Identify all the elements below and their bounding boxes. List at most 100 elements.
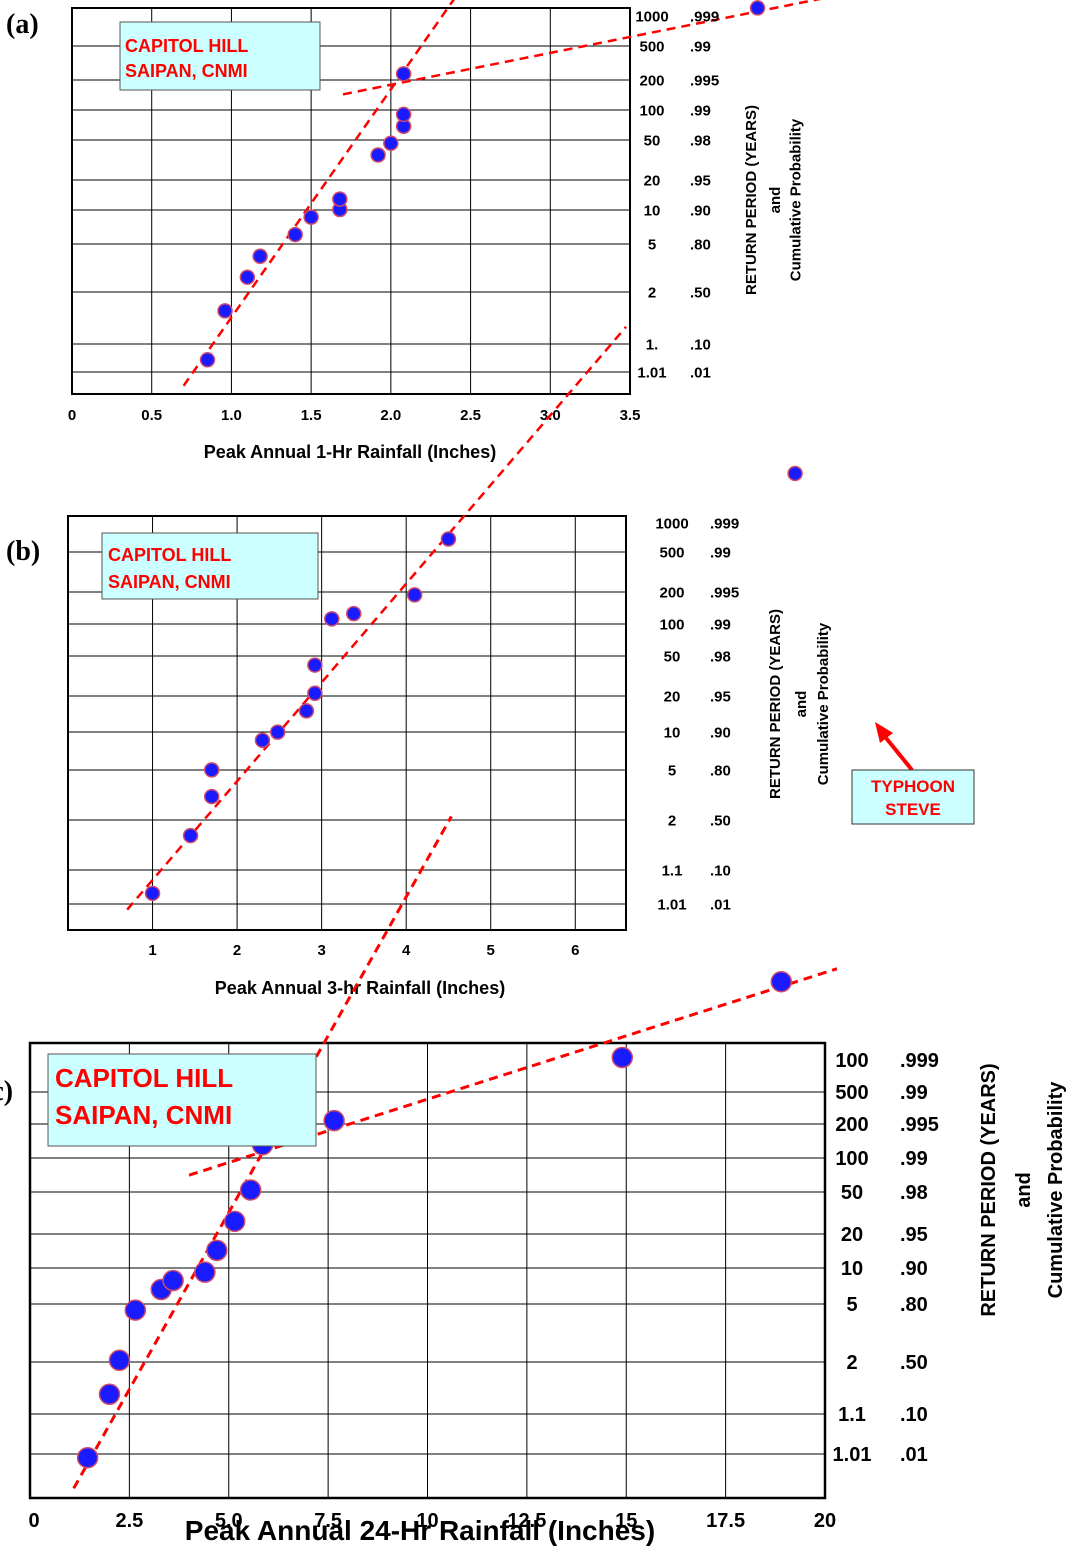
data-point [194, 1261, 216, 1283]
data-point [611, 1046, 634, 1069]
data-point [108, 1349, 131, 1372]
x-tick-label: 12.5 [507, 1510, 546, 1532]
y-tick-period: 2 [846, 1352, 857, 1374]
y-tick-probability: .01 [900, 1444, 928, 1466]
data-point [787, 465, 803, 482]
data-point [203, 762, 220, 778]
x-tick-label: 6 [571, 942, 579, 959]
annotation-line1: TYPHOON [871, 777, 955, 796]
data-point [323, 1109, 345, 1132]
y-tick-probability: .98 [900, 1182, 928, 1204]
data-point [406, 587, 423, 603]
y-tick-probability: .50 [690, 284, 711, 301]
data-point [298, 703, 315, 719]
data-point [162, 1269, 184, 1292]
station-label-box: CAPITOL HILL SAIPAN, CNMI [101, 532, 319, 600]
y-tick-period: 200 [639, 72, 664, 89]
y-tick-period: 50 [841, 1182, 863, 1204]
y-tick-period: 50 [644, 132, 661, 149]
station-label-background [119, 21, 321, 91]
y-tick-probability: .10 [710, 862, 731, 879]
data-point [182, 827, 199, 844]
y-tick-probability: .99 [690, 38, 711, 55]
y-tick-period: 100 [835, 1050, 868, 1072]
y-tick-probability: .98 [710, 648, 731, 665]
data-point [287, 226, 303, 243]
y-tick-probability: .99 [710, 544, 731, 561]
trend-lines [72, 815, 838, 1490]
y-tick-period: 100 [835, 1148, 868, 1170]
data-point [254, 732, 271, 749]
typhoon-steve-annotation: TYPHOON STEVE [851, 722, 975, 825]
station-line2: SAIPAN, CNMI [55, 1100, 232, 1130]
data-point [324, 611, 340, 627]
trend-line [182, 0, 455, 387]
y-tick-probability: .999 [710, 515, 739, 532]
trend-lines [126, 326, 627, 911]
x-tick-label: 2.5 [115, 1510, 143, 1532]
y-tick-probability: .80 [900, 1294, 928, 1316]
y-axis-title: RETURN PERIOD (YEARS) and Cumulative Pro… [978, 1063, 1067, 1316]
y-tick-period: 5 [846, 1294, 857, 1316]
x-tick-label: 17.5 [706, 1510, 745, 1532]
y-tick-labels: 1000 .999 500 .99 200 .995 100 .99 50 .98 20 .95 10.… [635, 8, 719, 381]
y-tick-period: 200 [835, 1114, 868, 1136]
data-point [307, 685, 323, 702]
y-tick-period: 2 [668, 812, 676, 829]
y-axis-title-line1: RETURN PERIOD (YEARS) [978, 1063, 1000, 1316]
y-axis-title-line2: and [767, 187, 784, 214]
y-tick-period: 10 [664, 724, 681, 741]
y-tick-probability: .999 [690, 8, 719, 25]
x-tick-label: 10 [416, 1510, 438, 1532]
data-point [749, 0, 766, 16]
y-tick-period: 100 [659, 616, 684, 633]
panel-label: (a) [6, 9, 39, 40]
x-tick-label: 2.5 [460, 407, 481, 424]
x-tick-label: 7.5 [314, 1510, 342, 1532]
y-tick-probability: .99 [690, 102, 711, 119]
y-tick-probability: .50 [900, 1352, 928, 1374]
data-point [383, 135, 399, 151]
y-tick-period: 1000 [635, 8, 668, 25]
station-line1: CAPITOL HILL [125, 36, 248, 56]
x-tick-label: 20 [814, 1510, 836, 1532]
y-axis-title-line3: Cumulative Probability [787, 118, 804, 281]
y-tick-probability: .80 [710, 762, 731, 779]
data-point [395, 66, 412, 82]
y-tick-probability: .95 [690, 172, 711, 189]
data-point [770, 970, 793, 993]
y-tick-probability: .999 [900, 1050, 939, 1072]
y-tick-probability: .98 [690, 132, 711, 149]
data-points [144, 465, 803, 902]
data-point [239, 269, 256, 285]
y-tick-probability: .80 [690, 236, 711, 253]
data-point [307, 657, 323, 673]
x-tick-labels: 1 2 3 4 5 6 [148, 942, 579, 959]
y-tick-labels: 100 .999 500 .99 200 .995 100 .99 50 .98 20 .95 10 .9… [833, 1050, 939, 1466]
y-tick-period: 500 [835, 1082, 868, 1104]
x-axis-title: Peak Annual 24-Hr Rainfall (Inches) [185, 1515, 655, 1546]
y-tick-probability: .01 [710, 896, 731, 913]
y-axis-title-line2: and [793, 691, 810, 718]
x-tick-label: 1.5 [301, 407, 322, 424]
y-tick-period: 10 [841, 1258, 863, 1280]
x-tick-label: 15 [615, 1510, 637, 1532]
x-tick-label: 3 [317, 942, 325, 959]
data-point [395, 106, 412, 123]
y-tick-period: 1000 [655, 515, 688, 532]
y-axis-title: RETURN PERIOD (YEARS) and Cumulative Pro… [743, 105, 804, 295]
data-point [98, 1383, 121, 1405]
grid [68, 516, 626, 930]
x-tick-label: 1.0 [221, 407, 242, 424]
trend-line [342, 0, 822, 96]
x-tick-label: 4 [402, 942, 411, 959]
y-tick-period: 500 [639, 38, 664, 55]
y-axis-title-line3: Cumulative Probability [815, 622, 832, 785]
x-axis-title: Peak Annual 3-hr Rainfall (Inches) [215, 978, 505, 998]
y-tick-probability: .90 [690, 202, 711, 219]
station-line2: SAIPAN, CNMI [108, 572, 231, 592]
data-point [440, 531, 457, 547]
plot-frame [28, 1041, 827, 1500]
